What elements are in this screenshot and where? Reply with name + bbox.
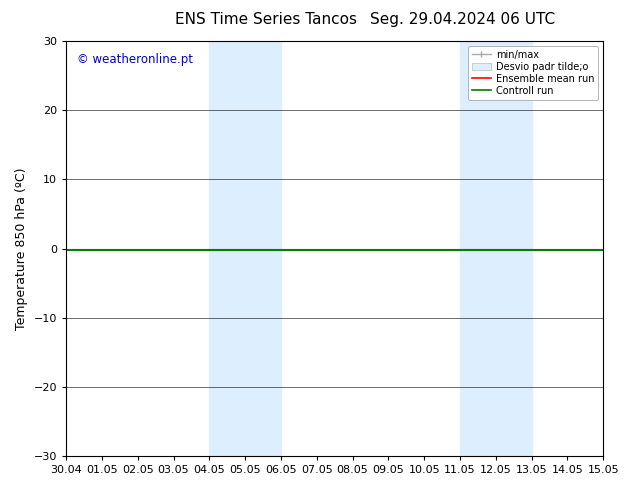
Text: © weatheronline.pt: © weatheronline.pt [77,53,193,67]
Y-axis label: Temperature 850 hPa (ºC): Temperature 850 hPa (ºC) [15,167,28,330]
Text: Seg. 29.04.2024 06 UTC: Seg. 29.04.2024 06 UTC [370,12,555,27]
Bar [460,41,531,456]
Text: ENS Time Series Tancos: ENS Time Series Tancos [175,12,358,27]
Bar [209,41,281,456]
Legend: min/max, Desvio padr tilde;o, Ensemble mean run, Controll run: min/max, Desvio padr tilde;o, Ensemble m… [468,46,598,99]
